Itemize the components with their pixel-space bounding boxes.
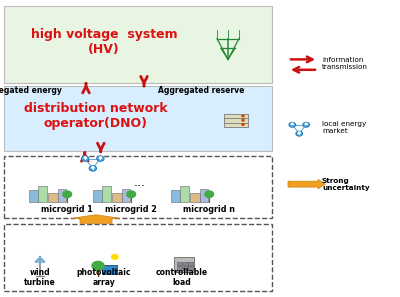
Text: wind
turbine: wind turbine: [24, 268, 56, 287]
Text: microgrid n: microgrid n: [183, 206, 235, 214]
Circle shape: [97, 156, 104, 161]
FancyBboxPatch shape: [4, 224, 272, 291]
Text: information
transmission: information transmission: [322, 57, 368, 70]
FancyBboxPatch shape: [200, 189, 208, 202]
FancyBboxPatch shape: [177, 266, 182, 270]
Text: controllable
load: controllable load: [156, 268, 208, 287]
FancyArrow shape: [288, 179, 325, 189]
Circle shape: [63, 191, 72, 198]
FancyBboxPatch shape: [224, 118, 248, 123]
FancyBboxPatch shape: [48, 193, 58, 202]
Text: photovoltaic
array: photovoltaic array: [77, 268, 131, 287]
Circle shape: [303, 122, 310, 127]
FancyBboxPatch shape: [4, 86, 272, 151]
FancyArrow shape: [72, 215, 120, 223]
Text: high voltage  system
(HV): high voltage system (HV): [31, 28, 177, 56]
Text: Aggregated reserve: Aggregated reserve: [158, 86, 244, 95]
Circle shape: [296, 131, 302, 136]
Circle shape: [291, 123, 293, 124]
FancyBboxPatch shape: [174, 257, 194, 272]
FancyBboxPatch shape: [102, 186, 111, 202]
FancyBboxPatch shape: [171, 190, 180, 202]
FancyBboxPatch shape: [122, 189, 130, 202]
FancyBboxPatch shape: [224, 113, 248, 118]
Circle shape: [38, 259, 42, 261]
FancyBboxPatch shape: [112, 193, 122, 202]
Circle shape: [242, 115, 244, 117]
FancyBboxPatch shape: [102, 265, 117, 274]
FancyBboxPatch shape: [29, 190, 38, 202]
FancyBboxPatch shape: [4, 156, 272, 218]
Text: ...: ...: [134, 176, 146, 189]
FancyBboxPatch shape: [38, 186, 47, 202]
FancyBboxPatch shape: [180, 186, 189, 202]
FancyBboxPatch shape: [188, 266, 193, 270]
Circle shape: [92, 261, 104, 270]
Circle shape: [205, 191, 214, 198]
Circle shape: [242, 124, 244, 125]
FancyBboxPatch shape: [177, 262, 182, 265]
Circle shape: [84, 157, 86, 158]
Text: microgrid 1: microgrid 1: [41, 206, 93, 214]
Text: local energy
market: local energy market: [322, 121, 366, 134]
FancyBboxPatch shape: [183, 262, 188, 265]
Circle shape: [298, 132, 300, 133]
Text: distribution network
operator(DNO): distribution network operator(DNO): [24, 102, 168, 130]
FancyBboxPatch shape: [93, 190, 102, 202]
FancyBboxPatch shape: [188, 262, 193, 265]
Circle shape: [92, 167, 94, 168]
FancyBboxPatch shape: [58, 189, 66, 202]
Circle shape: [305, 123, 307, 124]
FancyBboxPatch shape: [183, 266, 188, 270]
Circle shape: [89, 166, 96, 171]
Circle shape: [127, 191, 136, 198]
Text: Aggregated energy: Aggregated energy: [0, 86, 62, 95]
Circle shape: [112, 255, 118, 259]
FancyBboxPatch shape: [190, 193, 200, 202]
Circle shape: [242, 119, 244, 121]
Text: microgrid 2: microgrid 2: [105, 206, 157, 214]
Text: Strong
uncertainty: Strong uncertainty: [322, 178, 370, 191]
Circle shape: [82, 156, 89, 161]
Circle shape: [99, 157, 102, 158]
Circle shape: [289, 122, 296, 127]
FancyBboxPatch shape: [4, 6, 272, 83]
FancyBboxPatch shape: [224, 122, 248, 127]
